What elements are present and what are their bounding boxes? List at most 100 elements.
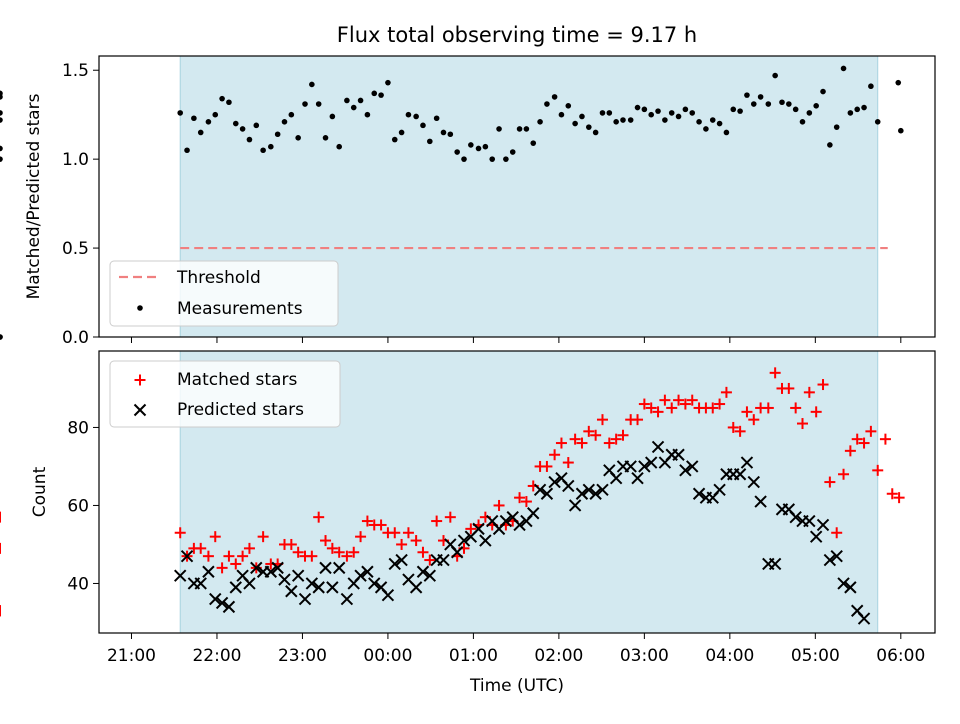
- measurement-point: [592, 129, 599, 136]
- matched-star-point: [851, 433, 863, 445]
- measurement-point: [898, 127, 904, 134]
- measurement-point: [475, 145, 482, 152]
- measurement-point: [772, 72, 778, 79]
- predicted-star-point: [457, 534, 471, 547]
- measurement-point: [315, 101, 322, 107]
- y-tick-label: 1.0: [62, 150, 89, 170]
- measurement-point: [840, 65, 847, 72]
- predicted-star-point: [816, 518, 830, 532]
- measurement-point: [427, 138, 433, 145]
- ratio-y-axis-label: Matched/Predicted stars: [24, 93, 44, 299]
- predicted-star-point: [229, 581, 242, 594]
- measurement-point: [413, 113, 419, 120]
- measurement-point: [398, 129, 405, 136]
- matched-star-point: [237, 550, 249, 562]
- predicted-star-point: [291, 569, 305, 582]
- predicted-star-point: [450, 546, 464, 559]
- predicted-star-point: [527, 507, 540, 520]
- measurement-point: [253, 122, 260, 129]
- predicted-star-point: [582, 483, 596, 497]
- matched-star-point: [865, 425, 877, 437]
- predicted-star-point: [312, 581, 325, 594]
- measurement-point: [288, 111, 295, 118]
- measurement-point: [682, 106, 689, 113]
- matched-star-point: [389, 527, 401, 539]
- ratio-axes-frame: [98, 55, 936, 338]
- matched-star-point: [659, 394, 671, 406]
- measurement-point: [675, 113, 682, 120]
- matched-star-point: [679, 398, 691, 410]
- predicted-star-point: [354, 569, 367, 582]
- measurement-point: [433, 115, 440, 122]
- chart-title: Flux total observing time = 9.17 h: [337, 23, 697, 47]
- predicted-star-point: [319, 561, 332, 575]
- ratio-legend: Threshold Measurements: [109, 260, 339, 327]
- measurement-point: [709, 117, 716, 123]
- measurement-point: [260, 147, 266, 154]
- predicted-star-point: [513, 518, 526, 532]
- measurement-point: [295, 135, 301, 141]
- matched-star-point: [645, 402, 657, 414]
- matched-star-point: [541, 460, 553, 472]
- legend-predicted-swatch: [133, 403, 147, 417]
- predicted-star-point: [562, 479, 575, 493]
- measurement-point: [750, 101, 757, 107]
- predicted-star-point: [747, 475, 760, 489]
- measurement-point: [806, 110, 813, 116]
- measurement-point: [696, 119, 702, 125]
- predicted-star-point: [692, 487, 706, 500]
- matched-star-point: [202, 550, 214, 562]
- x-tick-label: 03:00: [620, 646, 669, 666]
- matched-star-point: [872, 464, 884, 476]
- measurement-point: [232, 120, 239, 127]
- predicted-star-point: [733, 468, 747, 481]
- measurement-point: [558, 111, 565, 118]
- predicted-star-point: [250, 561, 263, 575]
- measurement-point: [391, 136, 398, 143]
- x-tick-label: 02:00: [534, 646, 583, 666]
- matched-star-point: [610, 433, 622, 445]
- measurement-point: [716, 120, 723, 127]
- legend-threshold-label: Threshold: [176, 268, 261, 288]
- predicted-star-point: [754, 495, 767, 508]
- measurement-point: [854, 106, 861, 113]
- measurement-point: [861, 104, 867, 111]
- matched-star-point: [257, 531, 269, 543]
- predicted-star-point: [264, 565, 278, 578]
- measurement-point: [239, 126, 246, 132]
- matched-star-point: [714, 398, 726, 410]
- measurement-point: [537, 119, 543, 125]
- measurement-point: [302, 101, 308, 107]
- measurement-point: [586, 124, 592, 130]
- matched-star-point: [320, 535, 332, 547]
- predicted-star-point: [768, 557, 782, 571]
- measurement-point: [668, 110, 675, 116]
- matched-star-point: [596, 414, 608, 426]
- measurement-point: [648, 111, 655, 118]
- predicted-star-point: [305, 577, 319, 590]
- matched-star-point: [727, 421, 739, 433]
- matched-star-point: [686, 394, 698, 406]
- matched-star-point: [817, 379, 829, 391]
- measurement-point: [219, 95, 225, 102]
- measurement-point: [454, 149, 460, 155]
- measurement-point: [205, 119, 212, 125]
- measurement-point: [655, 108, 661, 114]
- measurement-point: [0, 145, 3, 152]
- matched-star-point: [762, 402, 774, 414]
- predicted-star-point: [173, 569, 187, 582]
- predicted-star-point: [844, 581, 857, 594]
- matched-star-point: [243, 542, 255, 554]
- matched-star-point: [520, 496, 532, 508]
- measurement-point: [827, 142, 833, 148]
- matched-star-point: [514, 492, 526, 504]
- matched-star-point: [638, 398, 650, 410]
- matched-star-point: [465, 523, 477, 535]
- predicted-star-point: [533, 483, 547, 497]
- matched-star-point: [355, 531, 367, 543]
- predicted-star-point: [340, 592, 354, 606]
- legend-measurements-label: Measurements: [177, 299, 303, 319]
- matched-star-point: [838, 468, 850, 480]
- predicted-star-point: [222, 600, 236, 614]
